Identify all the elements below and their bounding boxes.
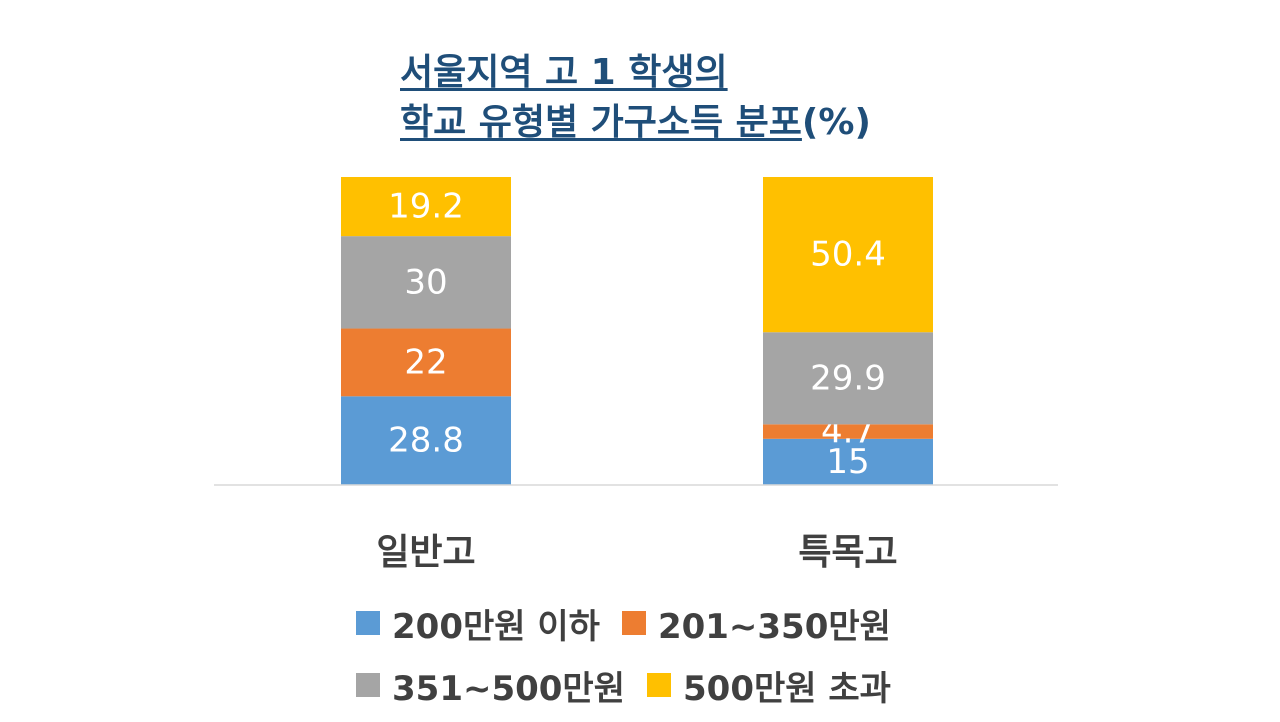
bar-segment-0-3 bbox=[341, 177, 511, 237]
legend-row-2: 351~500만원 500만원 초과 bbox=[356, 660, 976, 710]
bar-segment-0-0 bbox=[341, 396, 511, 485]
data-label-0-1: 22 bbox=[404, 342, 447, 382]
legend-swatch-2 bbox=[356, 673, 380, 697]
chart-title-suffix: (%) bbox=[801, 102, 871, 143]
chart-title-line1: 서울지역 고 1 학생의 bbox=[400, 52, 728, 93]
legend-row-1: 200만원 이하 201~350만원 bbox=[356, 598, 976, 648]
bar-segment-1-3 bbox=[763, 177, 933, 333]
data-label-1-3: 50.4 bbox=[810, 235, 886, 275]
legend-label-3: 500만원 초과 bbox=[683, 668, 891, 709]
legend-item-2: 351~500만원 bbox=[356, 661, 625, 710]
legend-swatch-0 bbox=[356, 611, 380, 635]
bar-segment-1-2 bbox=[763, 332, 933, 425]
data-label-0-0: 28.8 bbox=[388, 421, 464, 461]
bar-segment-0-1 bbox=[341, 328, 511, 397]
legend-label-0: 200만원 이하 bbox=[392, 606, 600, 647]
data-label-0-3: 19.2 bbox=[388, 187, 464, 227]
bar-segment-1-0 bbox=[763, 438, 933, 485]
chart-title: 서울지역 고 1 학생의 학교 유형별 가구소득 분포(%) bbox=[400, 48, 871, 148]
bar-segment-0-2 bbox=[341, 236, 511, 329]
legend-label-2: 351~500만원 bbox=[392, 668, 625, 709]
bar-segment-1-1 bbox=[763, 424, 933, 439]
data-label-1-2: 29.9 bbox=[810, 358, 886, 398]
category-labels: 일반고 특목고 bbox=[376, 532, 897, 573]
legend-item-1: 201~350만원 bbox=[621, 599, 891, 648]
chart-title-line2: 학교 유형별 가구소득 분포 bbox=[400, 102, 802, 143]
legend-item-3: 500만원 초과 bbox=[647, 661, 891, 710]
legend-swatch-1 bbox=[621, 611, 646, 635]
category-label-0: 일반고 bbox=[376, 532, 475, 573]
legend-item-0: 200만원 이하 bbox=[356, 599, 600, 648]
data-label-0-2: 30 bbox=[404, 262, 447, 302]
legend-swatch-3 bbox=[647, 673, 671, 697]
legend: 200만원 이하 201~350만원 351~500만원 500만원 초과 bbox=[356, 598, 976, 722]
legend-label-1: 201~350만원 bbox=[657, 606, 891, 647]
data-label-1-0: 15 bbox=[826, 442, 869, 482]
category-label-1: 특목고 bbox=[798, 532, 897, 573]
